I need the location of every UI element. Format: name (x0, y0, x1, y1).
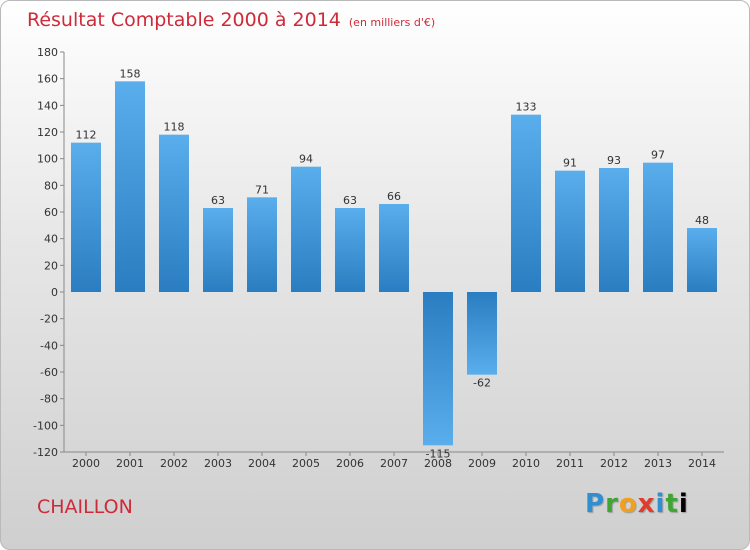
bar (467, 292, 497, 375)
bar (643, 162, 673, 292)
data-label: 97 (651, 149, 665, 162)
data-label: 63 (211, 194, 225, 207)
bar (203, 208, 233, 292)
bar (423, 292, 453, 446)
x-tick-label: 2007 (380, 457, 408, 470)
y-tick-label: 40 (44, 233, 58, 246)
bar (379, 204, 409, 292)
x-tick-label: 2013 (644, 457, 672, 470)
x-tick-label: 2006 (336, 457, 364, 470)
data-label: 66 (387, 190, 401, 203)
data-label: 158 (120, 67, 141, 80)
x-tick-label: 2002 (160, 457, 188, 470)
bar (599, 168, 629, 292)
x-tick-label: 2010 (512, 457, 540, 470)
data-label: 93 (607, 154, 621, 167)
bar (247, 197, 277, 292)
y-tick-label: 140 (37, 99, 58, 112)
y-tick-label: -60 (40, 366, 58, 379)
bar (555, 170, 585, 292)
x-tick-label: 2011 (556, 457, 584, 470)
proxiti-logo: Proxiti (585, 489, 689, 519)
bar (71, 142, 101, 292)
y-tick-label: -100 (33, 419, 58, 432)
y-tick-label: -40 (40, 339, 58, 352)
data-labels: 112 158 118 63 71 94 63 66 -115 -62 133 91 93 97 48 (76, 67, 710, 460)
x-tick-label: 2009 (468, 457, 496, 470)
title-text: Résultat Comptable 2000 à 2014 (27, 9, 341, 31)
y-tick-label: -120 (33, 446, 58, 459)
data-label: 94 (299, 153, 313, 166)
y-tick-label: 180 (37, 46, 58, 59)
axes: 180 160 140 120 100 80 60 40 20 0 -20 -40 -60 -80 -100… (33, 46, 724, 470)
bar (159, 134, 189, 292)
x-tick-label: 2012 (600, 457, 628, 470)
x-tick-label: 2008 (424, 457, 452, 470)
data-label: -62 (473, 377, 491, 390)
y-tick-label: 60 (44, 206, 58, 219)
data-label: 91 (563, 157, 577, 170)
y-tick-label: -80 (40, 393, 58, 406)
bar (687, 228, 717, 292)
data-label: -115 (426, 447, 451, 460)
data-label: 63 (343, 194, 357, 207)
data-label: 118 (164, 121, 185, 134)
x-tick-label: 2014 (688, 457, 716, 470)
y-tick-label: 0 (51, 286, 58, 299)
bar (335, 208, 365, 292)
data-label: 71 (255, 183, 269, 196)
bar (115, 81, 145, 292)
y-tick-label: 120 (37, 126, 58, 139)
bars (71, 81, 717, 446)
x-tick-label: 2005 (292, 457, 320, 470)
y-tick-label: 80 (44, 179, 58, 192)
y-tick-label: 20 (44, 259, 58, 272)
bar (511, 114, 541, 293)
data-label: 48 (695, 214, 709, 227)
chart-subtitle: (en milliers d'€) (348, 16, 436, 29)
chart-title: Résultat Comptable 2000 à 2014 (en millie… (27, 9, 435, 31)
commune-name: CHAILLON (37, 496, 133, 518)
bar (291, 166, 321, 292)
data-label: 133 (516, 101, 537, 114)
data-label: 112 (76, 129, 97, 142)
y-tick-label: 160 (37, 73, 58, 86)
x-tick-label: 2000 (72, 457, 100, 470)
x-tick-label: 2001 (116, 457, 144, 470)
y-tick-label: 100 (37, 153, 58, 166)
x-tick-label: 2004 (248, 457, 276, 470)
y-tick-label: -20 (40, 313, 58, 326)
x-tick-label: 2003 (204, 457, 232, 470)
